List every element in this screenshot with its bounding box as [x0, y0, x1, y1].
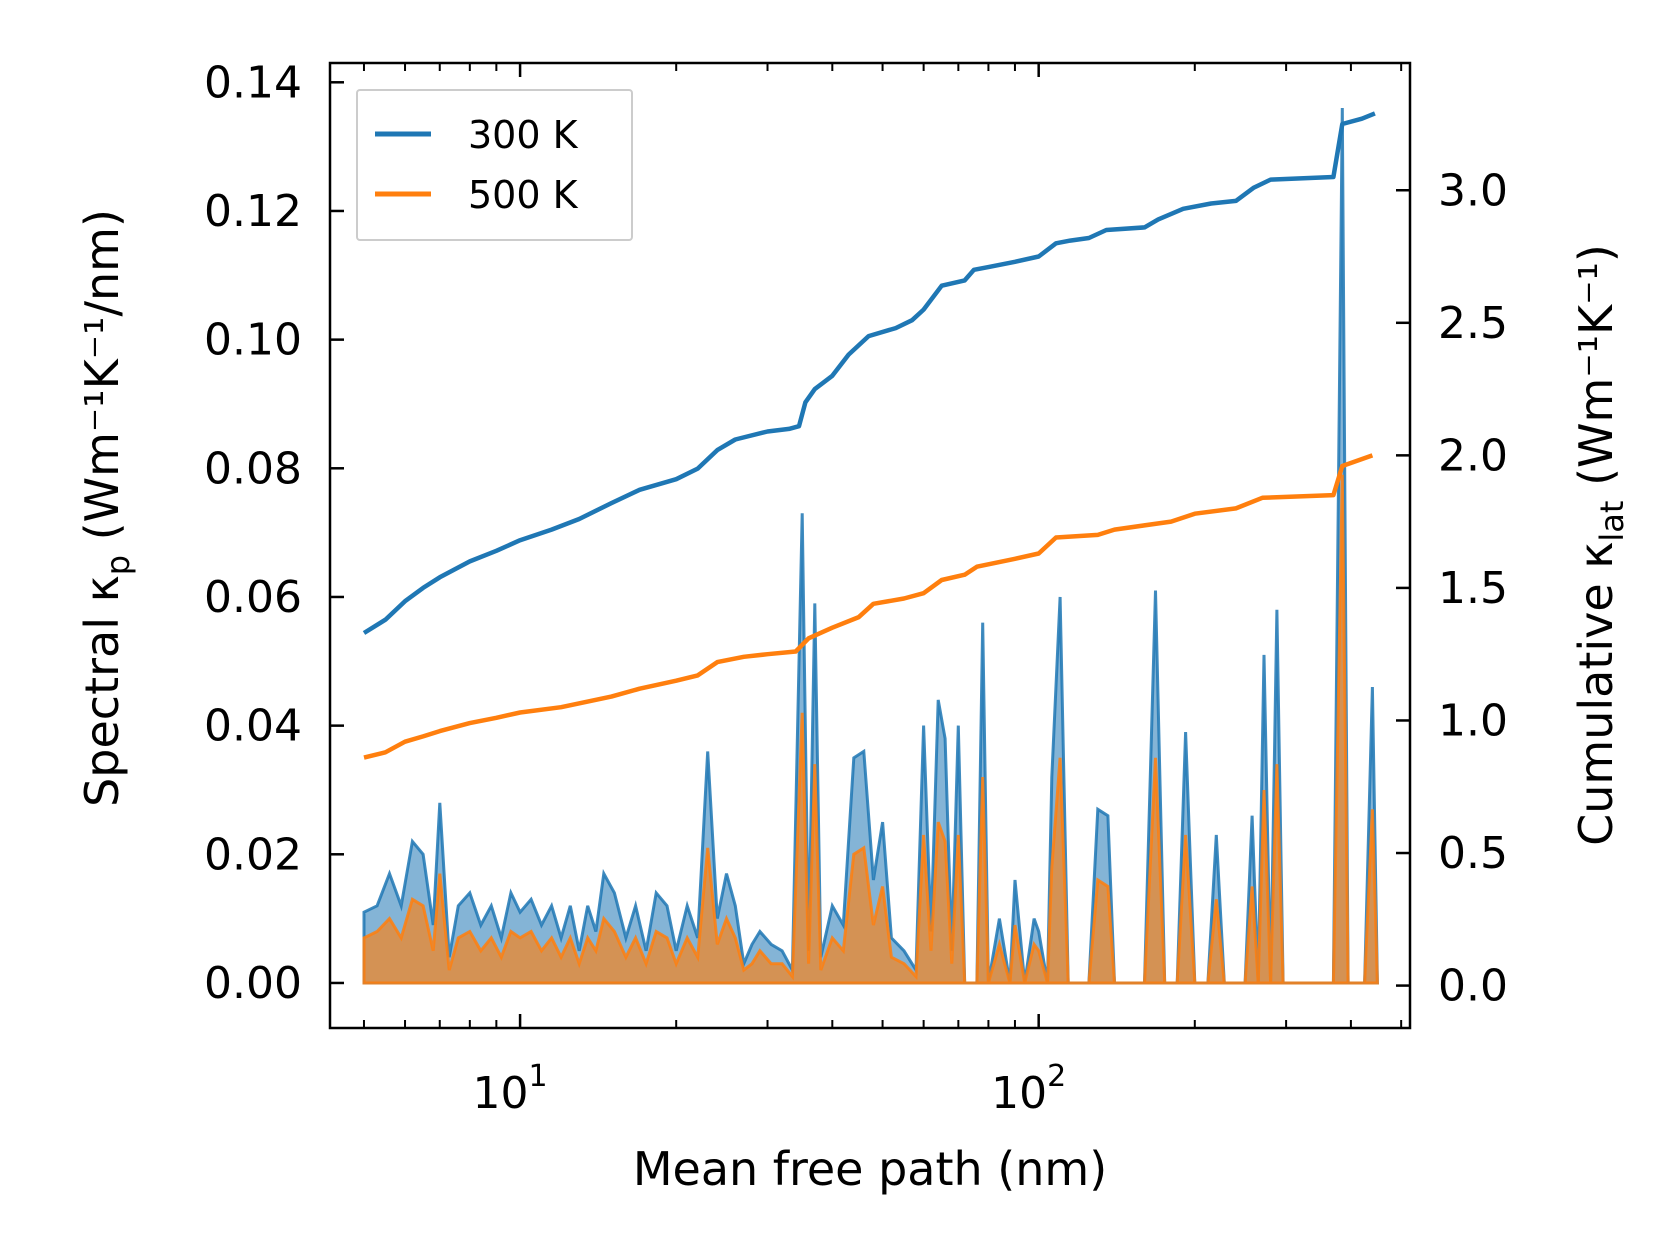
y-left-tick-label: 0.06 [204, 572, 302, 623]
y-left-tick-label: 0.00 [204, 958, 302, 1009]
y-axis-left-label: Spectral κp (Wm⁻¹K⁻¹/nm) [75, 209, 137, 807]
y-left-tick-label: 0.14 [204, 57, 302, 108]
legend-label-300k: 300 K [468, 113, 579, 157]
y-right-tick-label: 2.0 [1438, 430, 1508, 481]
y-left-tick-label: 0.10 [204, 315, 302, 366]
y-axis-right-label: Cumulative κlat (Wm⁻¹K⁻¹) [1569, 244, 1631, 846]
x-tick-base: 10 [473, 1068, 529, 1119]
y-left-tick-label: 0.04 [204, 701, 302, 752]
axes: 0.00 0.02 0.04 0.06 0.08 0.10 0.12 0.14 0.0 0.5 1.… [204, 57, 1508, 1119]
cumulative-line-300k [362, 111, 1376, 635]
plot-area [362, 107, 1379, 985]
x-tick-exponent: 2 [1047, 1059, 1066, 1094]
plot-frame [328, 61, 1412, 1030]
y-right-tick-label: 0.0 [1438, 961, 1508, 1012]
cumulative-line-500k [363, 453, 1374, 760]
x-tick-label: 102 [991, 1059, 1066, 1119]
x-tick-label: 101 [473, 1059, 548, 1119]
y-right-tick-label: 1.0 [1438, 695, 1508, 746]
legend-box [356, 89, 633, 241]
y-left-tick-label: 0.12 [204, 186, 302, 237]
y-right-tick-label: 1.5 [1438, 563, 1508, 614]
y-left-tick-label: 0.08 [204, 443, 302, 494]
y-left-tick-label: 0.02 [204, 829, 302, 880]
spectral-area-500k [362, 474, 1379, 985]
x-axis-label: Mean free path (nm) [633, 1142, 1107, 1196]
y-right-tick-label: 3.0 [1438, 165, 1508, 216]
x-tick-exponent: 1 [529, 1059, 548, 1094]
y-right-tick-label: 2.5 [1438, 298, 1508, 349]
legend: 300 K 500 K [356, 89, 633, 241]
x-tick-base: 10 [991, 1068, 1047, 1119]
legend-label-500k: 500 K [468, 173, 579, 217]
y-right-tick-label: 0.5 [1438, 828, 1508, 879]
